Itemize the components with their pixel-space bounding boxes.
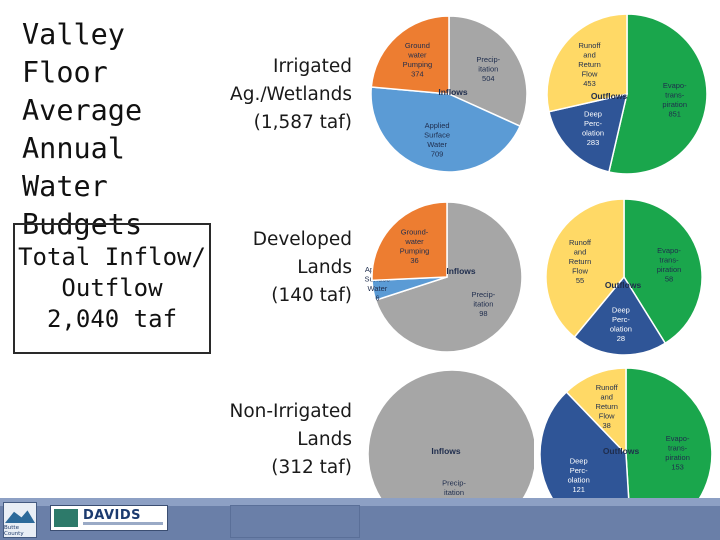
pie-slice: [546, 13, 628, 113]
footer-panel: [230, 505, 360, 538]
slide-title: Valley Floor Average Annual Water Budget…: [22, 16, 222, 244]
total-line: 2,040 taf: [46, 305, 178, 333]
slice-label: Deep Perc-olation 28: [610, 305, 632, 343]
pie-slice: [573, 275, 667, 356]
category-line: Non-Irrigated: [229, 401, 353, 422]
pie-slice: [545, 198, 625, 339]
slice-label: Precip-itation 504: [476, 55, 500, 83]
category-line: (140 taf): [271, 285, 352, 306]
pie-chart-developed-outflows: Evapo-trans-piration 58 Deep Perc-olation 28…: [545, 198, 703, 356]
pie-slice: [448, 15, 528, 128]
slice-label: Evapo-trans-piration 153: [665, 434, 690, 472]
pie-chart-developed-inflows: Precip-itation98AppliedSurfaceWater6Grou…: [364, 201, 523, 353]
slice-label: Runoff and Return Flow 38: [595, 383, 618, 430]
pie-panel-irrigated-outflows: Evapo-trans-piration 851 Deep Perc-olation 2…: [536, 4, 718, 184]
pie-slice: [370, 86, 522, 173]
slice-label: Evapo-trans-piration 58: [657, 246, 682, 284]
pie-center-label: Inflows: [446, 266, 476, 276]
pie-chart-non-irrigated-inflows: Precip-itation313Inflows: [367, 369, 534, 506]
total-line: Outflow: [61, 274, 163, 302]
title-line: Average: [22, 94, 143, 127]
category-line: Lands: [297, 257, 352, 278]
category-line: Developed: [252, 229, 352, 250]
slice-label: Applied Surface Water 709: [424, 121, 450, 159]
pie-slice: [625, 367, 713, 506]
category-line: Irrigated: [273, 56, 352, 77]
pie-slice: [565, 367, 627, 456]
total-line: Total Inflow/: [18, 243, 206, 271]
pie-panel-non-irrigated-inflows: Precip-itation313Inflows: [364, 366, 534, 506]
slice-label: Runoff and Return Flow 453: [578, 41, 601, 88]
title-line: Annual: [22, 132, 125, 165]
pie-slice: [608, 13, 708, 175]
pie-center-label: Outflows: [591, 91, 628, 101]
slice-label: Evapo-trans-piration 851: [662, 81, 687, 119]
pie-slice: [371, 201, 448, 282]
slice-label: Ground-water Pumping 36: [400, 228, 430, 266]
slice-label: Ground water Pumping 374: [403, 41, 433, 78]
pie-center-label: Inflows: [431, 446, 461, 456]
pie-center-label: Inflows: [438, 87, 468, 97]
category-label-non-irrigated: Non-Irrigated Lands (312 taf): [230, 398, 353, 482]
map-icon: [54, 509, 78, 527]
mountain-icon: [5, 510, 35, 523]
logo-text: Butte County: [4, 525, 24, 537]
pie-panel-non-irrigated-outflows: Evapo-trans-piration 153 Deep Perc-olation 1…: [536, 366, 718, 506]
pie-slice: [548, 93, 629, 173]
davids-logo: DAVIDS: [50, 505, 168, 531]
title-line: Valley Floor: [22, 18, 125, 89]
pie-slice: [370, 15, 450, 95]
pie-slice: [539, 390, 630, 506]
category-line: Lands: [297, 429, 352, 450]
category-label-irrigated: Irrigated Ag./Wetlands (1,587 taf): [230, 53, 352, 137]
pie-center-label: Outflows: [603, 446, 640, 456]
pie-slice: [367, 369, 534, 506]
category-label-developed: Developed Lands (140 taf): [253, 226, 352, 310]
logo-tagline-bar: [83, 522, 163, 525]
butte-county-logo: Butte County: [3, 502, 37, 538]
category-line: (1,587 taf): [253, 112, 352, 133]
title-line: Water: [22, 170, 108, 203]
slice-label: Deep Perc-olation 121: [568, 457, 590, 495]
pie-panel-developed-inflows: Precip-itation98AppliedSurfaceWater6Grou…: [364, 190, 534, 360]
pie-panel-developed-outflows: Evapo-trans-piration 58 Deep Perc-olation 28…: [536, 190, 718, 360]
pie-chart-irrigated-inflows: Precip-itation 504 Applied Surface Water 709 G…: [370, 15, 528, 173]
slice-label: Deep Perc-olation 283: [582, 110, 604, 148]
category-line: Ag./Wetlands: [230, 84, 352, 105]
category-line: (312 taf): [271, 457, 352, 478]
logo-text: DAVIDS: [83, 508, 142, 523]
pie-chart-non-irrigated-outflows: Evapo-trans-piration 153 Deep Perc-olation 1…: [539, 367, 713, 506]
slice-label: Precip-itation 98: [472, 290, 496, 318]
footer-strip: [0, 498, 720, 506]
pie-slice: [374, 201, 523, 353]
pie-center-label: Outflows: [605, 280, 642, 290]
slice-label: Runoff and Return Flow 55: [569, 238, 592, 285]
pie-chart-irrigated-outflows: Evapo-trans-piration 851 Deep Perc-olation 2…: [546, 13, 708, 175]
pie-panel-irrigated-inflows: Precip-itation 504 Applied Surface Water 709 G…: [364, 4, 534, 184]
total-box: Total Inflow/ Outflow 2,040 taf: [13, 223, 211, 354]
